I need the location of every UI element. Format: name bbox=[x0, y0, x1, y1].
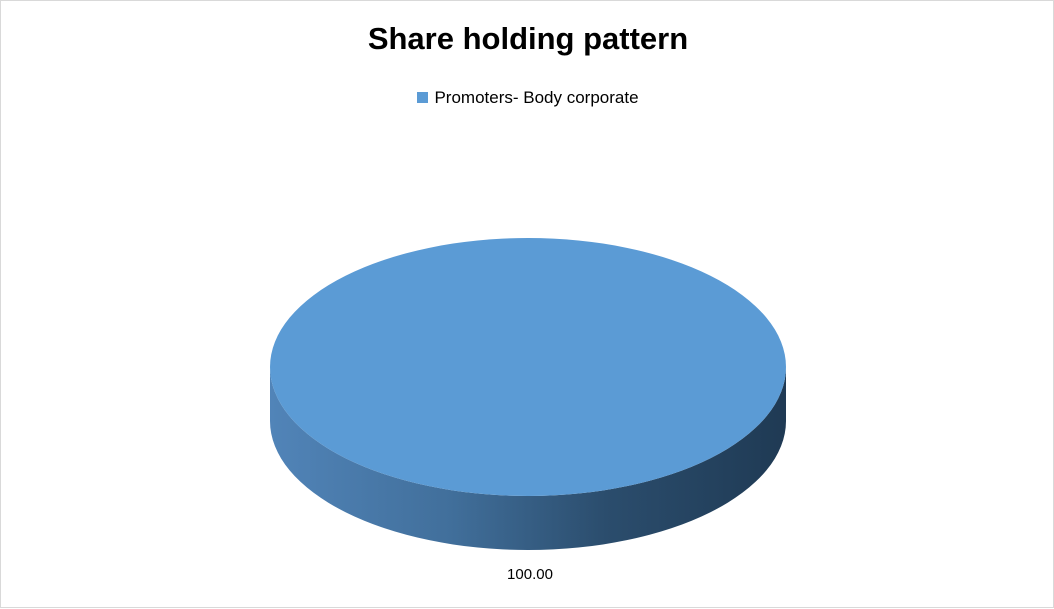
chart-title: Share holding pattern bbox=[367, 21, 689, 56]
data-label: 100.00 bbox=[507, 566, 553, 583]
pie-slice bbox=[270, 238, 786, 550]
pie-slice-side bbox=[270, 367, 786, 550]
legend-swatch bbox=[417, 92, 429, 103]
legend-label: Promoters- Body corporate bbox=[434, 88, 639, 107]
pie-slice-top bbox=[270, 238, 786, 496]
legend: Promoters- Body corporate bbox=[1, 88, 1054, 108]
